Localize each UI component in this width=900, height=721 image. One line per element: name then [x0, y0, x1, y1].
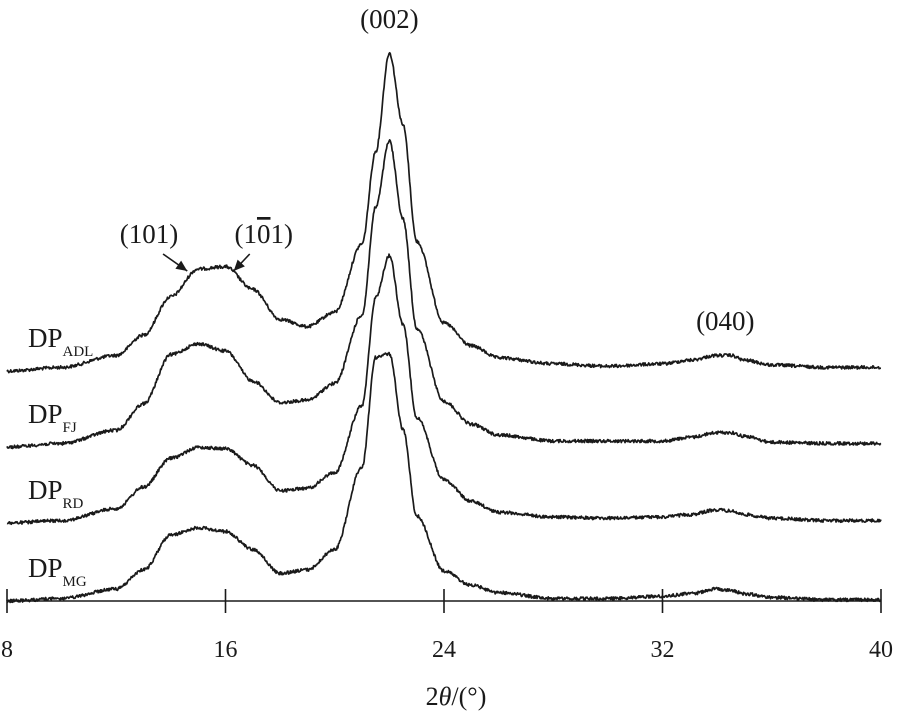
x-axis: 8 16 24 32 40 [1, 589, 893, 663]
series-label-adl: DPADL [28, 323, 93, 360]
x-tick-label-40: 40 [869, 637, 893, 663]
peak-label-1: (101) [234, 219, 293, 249]
series-labels-group: DPADL DPFJ DPRD DPMG [28, 323, 93, 590]
series-line-mg [6, 351, 882, 604]
peak-arrow-head-1 [233, 259, 245, 271]
peak-label-3: (040) [696, 306, 754, 336]
peak-label-0: (101) [120, 219, 178, 249]
x-tick-label-32: 32 [651, 637, 675, 663]
annotations-group: (101) (101) (002) (040) [120, 4, 755, 336]
series-label-mg: DPMG [28, 553, 87, 590]
x-tick-label-8: 8 [1, 637, 13, 663]
series-label-rd: DPRD [28, 475, 84, 512]
series-line-adl [6, 51, 882, 374]
x-tick-label-24: 24 [432, 637, 456, 663]
peak-arrow-head-0 [175, 260, 188, 271]
series-line-fj [6, 139, 882, 450]
curves-group [6, 51, 882, 604]
peak-label-2: (002) [360, 4, 418, 34]
x-tick-label-16: 16 [214, 637, 238, 663]
x-axis-title: 2θ/(°) [426, 682, 487, 711]
series-line-rd [6, 253, 882, 526]
series-label-fj: DPFJ [28, 399, 77, 436]
